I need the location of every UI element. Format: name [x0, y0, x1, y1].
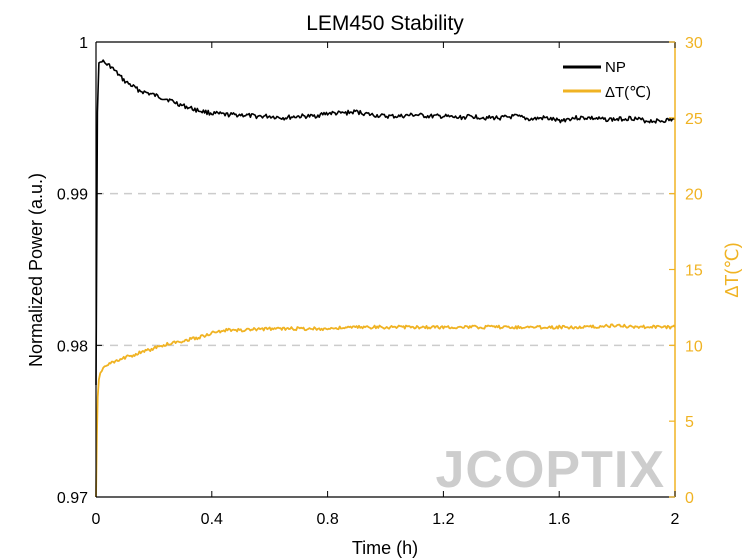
y-right-tick-label: 20 [685, 187, 703, 204]
x-tick-label: 0 [92, 511, 101, 528]
x-tick-label: 1.6 [548, 511, 570, 528]
legend: NP ΔT(℃) [563, 59, 651, 101]
x-tick-label: 2 [671, 511, 680, 528]
x-axis-label: Time (h) [352, 538, 418, 558]
y-left-tick-label: 1 [79, 35, 88, 52]
legend-label-np: NP [605, 59, 626, 76]
y-axis-right-label: ΔT(℃) [722, 242, 742, 297]
series-lines [95, 59, 676, 498]
y-right-tick-label: 25 [685, 111, 703, 128]
y-left-tick-label: 0.97 [57, 490, 88, 507]
y-axis-left-label: Normalized Power (a.u.) [26, 173, 46, 367]
legend-label-dt: ΔT(℃) [605, 84, 651, 101]
x-tick-label: 0.8 [316, 511, 338, 528]
y-right-tick-label: 15 [685, 263, 703, 280]
x-tick-label: 0.4 [201, 511, 223, 528]
y-right-tick-label: 10 [685, 338, 703, 355]
chart-title: LEM450 Stability [306, 12, 464, 35]
y-left-tick-label: 0.98 [57, 338, 88, 355]
y-left-tick-label: 0.99 [57, 187, 88, 204]
axes [95, 41, 676, 498]
series-np-line [95, 59, 676, 386]
y-right-tick-label: 30 [685, 35, 703, 52]
y-right-tick-label: 0 [685, 490, 694, 507]
watermark: JCOPTIX [436, 441, 666, 499]
y-right-tick-label: 5 [685, 414, 694, 431]
series-dt-line [95, 323, 676, 498]
x-tick-label: 1.2 [432, 511, 454, 528]
watermark-logo: JCOPTIX [436, 441, 666, 499]
grid-lines [96, 192, 675, 347]
